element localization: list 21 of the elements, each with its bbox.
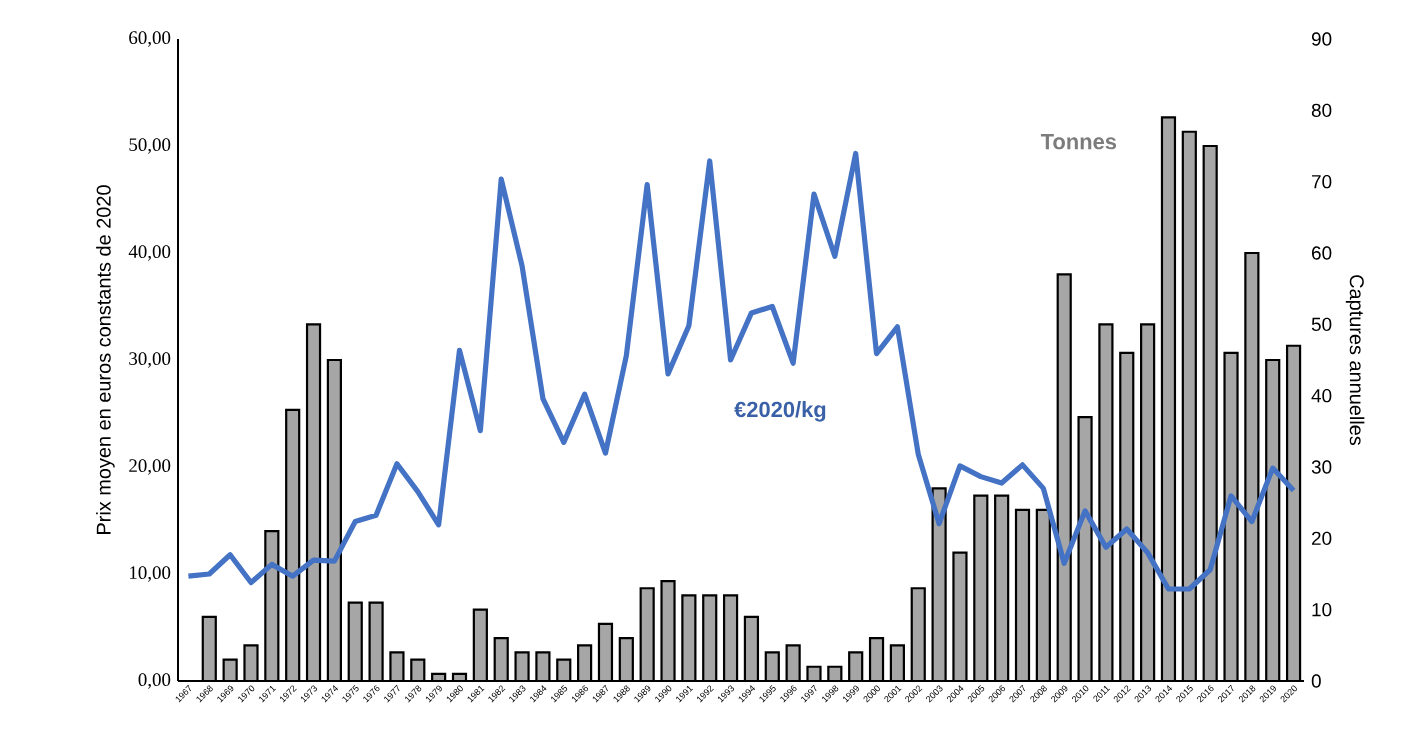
- y-tick-label: 10,00: [130, 566, 171, 582]
- y-tick-label: 60,00: [129, 31, 171, 47]
- y2-tick-label: 10: [1312, 602, 1332, 617]
- y-tick-label: 50,00: [129, 138, 171, 154]
- y-tick-label: 30,00: [129, 352, 171, 368]
- y2-tick-label: 30: [1311, 460, 1332, 474]
- y2-tick-label: 50: [1311, 317, 1332, 332]
- y2-tick-label: 90: [1311, 32, 1332, 46]
- series-label: €2020/kg: [734, 401, 826, 422]
- y2-tick-label: 80: [1311, 103, 1332, 118]
- y2-tick-label: 0: [1311, 674, 1321, 688]
- y-tick-label: 0,00: [138, 673, 171, 689]
- y2-axis-title: Captures annuelles: [1345, 275, 1365, 446]
- y-tick-label: 40,00: [128, 245, 171, 261]
- y2-tick-label: 60: [1312, 246, 1332, 260]
- y-axis-title: Prix moyen en euros constants de 2020: [96, 185, 115, 534]
- y2-tick-label: 40: [1311, 388, 1332, 403]
- text: Tonnes: [1040, 134, 1117, 150]
- y2-tick-label: 20: [1311, 531, 1332, 546]
- y-tick-label: 20,00: [129, 459, 171, 475]
- y2-tick-label: 70: [1312, 174, 1332, 189]
